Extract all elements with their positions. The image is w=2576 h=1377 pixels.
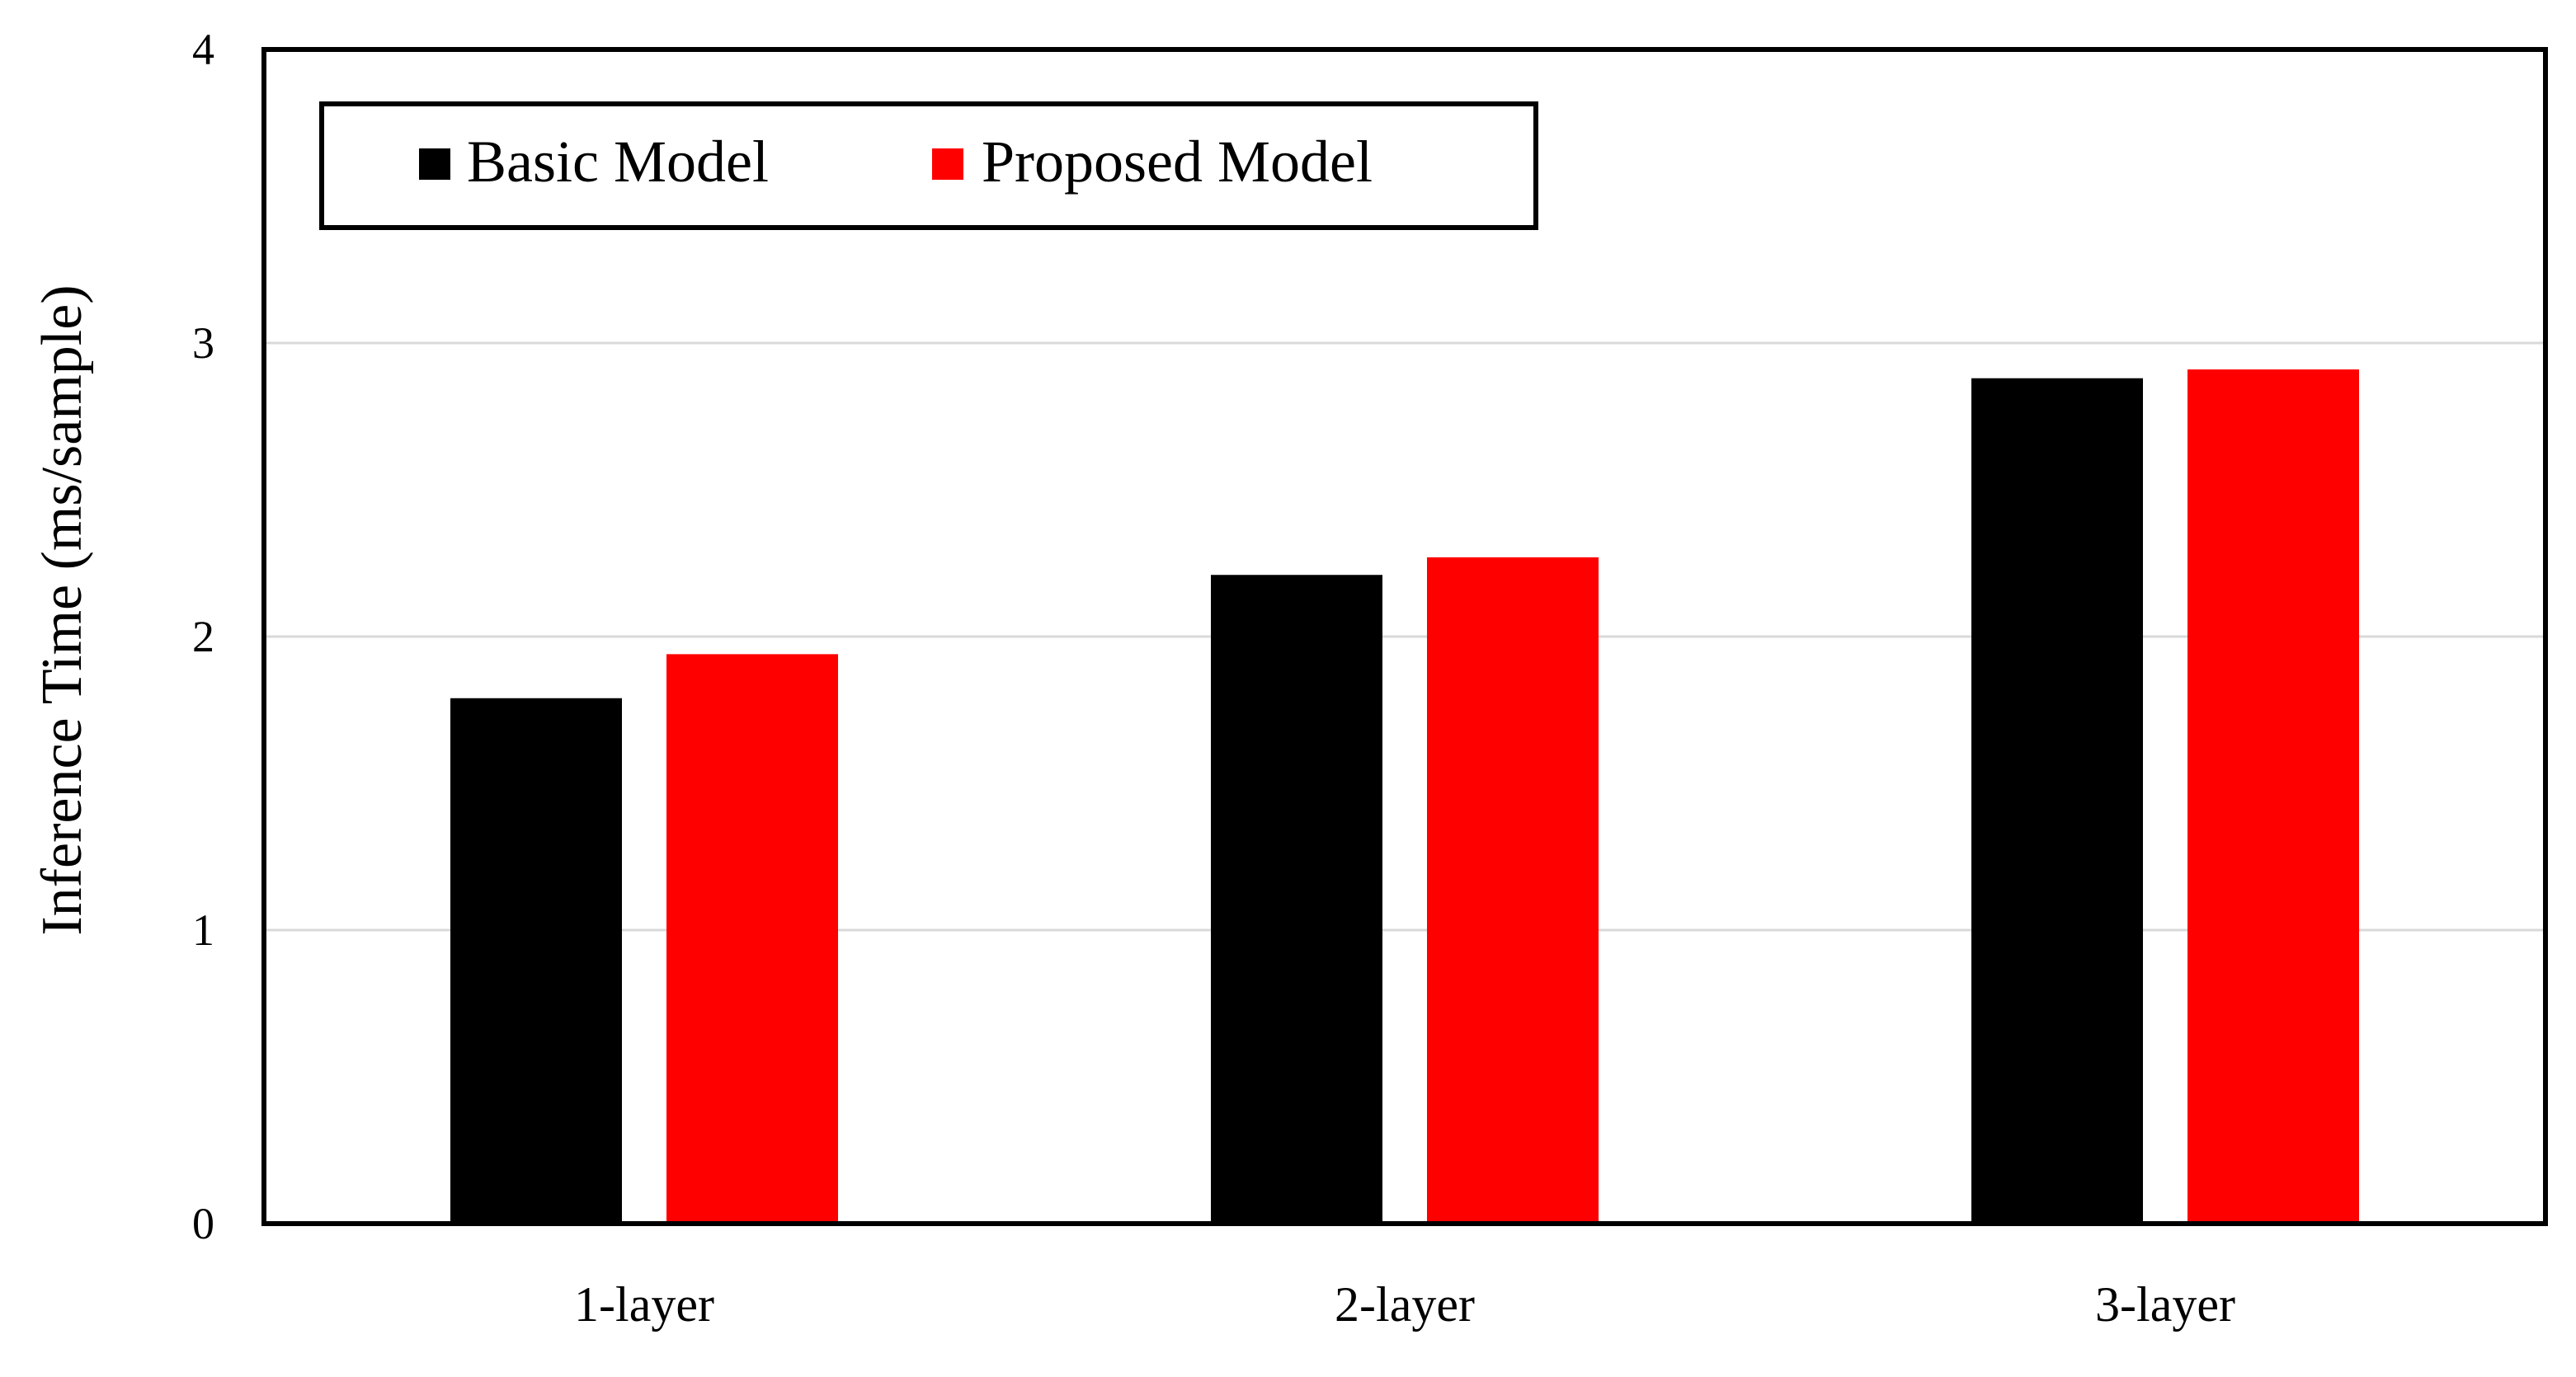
legend-swatch-proposed-model bbox=[932, 148, 963, 180]
bar-proposed-model-1-layer bbox=[666, 654, 838, 1224]
bar-proposed-model-2-layer bbox=[1427, 557, 1599, 1224]
legend-label-proposed-model: Proposed Model bbox=[982, 129, 1373, 195]
legend-swatch-basic-model bbox=[419, 148, 450, 180]
x-tick-label: 1-layer bbox=[574, 1277, 714, 1332]
x-tick-label: 3-layer bbox=[2095, 1277, 2235, 1332]
legend: Basic Model Proposed Model bbox=[319, 101, 1538, 230]
y-axis-title: Inference Time (ms/sample) bbox=[31, 284, 94, 935]
plot-area-frame bbox=[261, 47, 2548, 1226]
bar-proposed-model-3-layer bbox=[2187, 369, 2359, 1224]
bar-basic-model-1-layer bbox=[450, 698, 622, 1224]
y-axis-ticks: 0 1 2 3 4 bbox=[192, 25, 214, 1248]
y-tick-label: 0 bbox=[192, 1199, 214, 1248]
legend-label-basic-model: Basic Model bbox=[467, 129, 769, 195]
bar-basic-model-2-layer bbox=[1211, 575, 1382, 1224]
x-tick-label: 2-layer bbox=[1335, 1277, 1475, 1332]
y-tick-label: 4 bbox=[192, 25, 214, 74]
x-axis-ticks: 1-layer 2-layer 3-layer bbox=[574, 1277, 2235, 1332]
legend-box bbox=[319, 101, 1538, 230]
bar-basic-model-3-layer bbox=[1971, 378, 2143, 1224]
y-tick-label: 1 bbox=[192, 905, 214, 955]
y-tick-label: 3 bbox=[192, 318, 214, 368]
y-tick-label: 2 bbox=[192, 612, 214, 661]
gridlines bbox=[264, 341, 2545, 932]
bars bbox=[450, 369, 2359, 1224]
